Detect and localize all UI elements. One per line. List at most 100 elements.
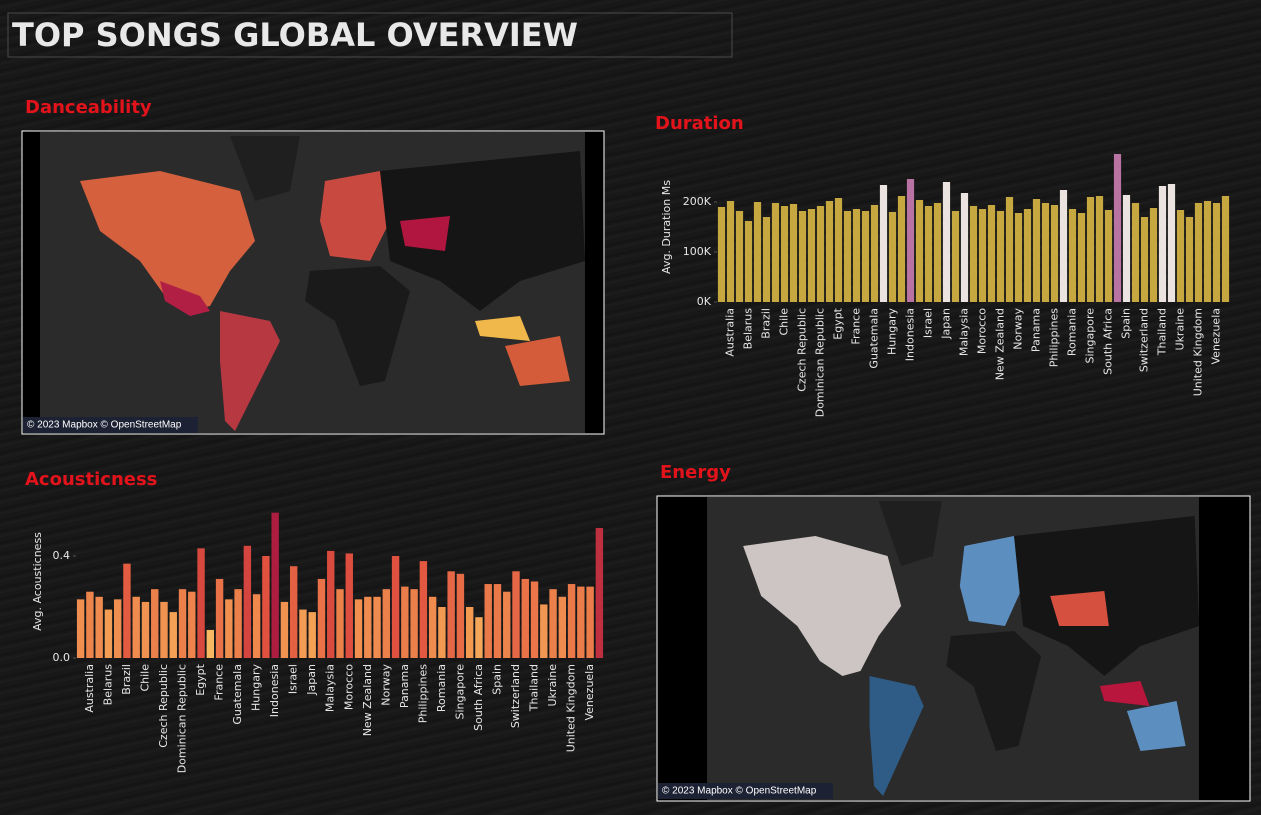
x-tick-label: Romania — [435, 664, 448, 712]
y-axis-label: Avg. Duration Ms — [660, 180, 673, 274]
bar — [456, 573, 465, 658]
x-tick-label: Hungary — [886, 308, 899, 355]
bar — [771, 203, 780, 302]
x-tick-label: Chile — [778, 308, 791, 336]
x-tick-label: Venezuela — [583, 664, 596, 721]
bar — [1005, 197, 1014, 302]
x-tick-label: Morocco — [976, 308, 989, 354]
x-tick-label: Norway — [1012, 308, 1025, 350]
x-tick-label: Romania — [1066, 308, 1079, 356]
bar — [861, 211, 870, 302]
continents — [80, 136, 585, 431]
bar — [123, 563, 131, 658]
bar — [141, 601, 150, 658]
dashboard-title: TOP SONGS GLOBAL OVERVIEW — [12, 16, 578, 54]
bar — [586, 586, 594, 658]
map-title: Energy — [660, 462, 731, 483]
x-tick-label: Brazil — [120, 664, 133, 695]
africa — [946, 631, 1042, 751]
x-tick-label: France — [850, 308, 863, 345]
bar — [280, 601, 289, 658]
x-tick-label: Norway — [379, 664, 392, 706]
x-tick-label: Hungary — [250, 664, 263, 711]
bar — [262, 556, 270, 658]
bar — [960, 193, 969, 302]
bar — [978, 209, 987, 302]
south-america — [869, 676, 924, 796]
australia — [505, 336, 570, 386]
x-tick-label: Panama — [398, 664, 411, 708]
bar — [1014, 213, 1023, 302]
bar — [825, 201, 834, 302]
x-tick-label: Egypt — [832, 307, 845, 339]
north-america — [80, 171, 255, 311]
asia — [380, 151, 585, 311]
bar — [419, 561, 428, 658]
bar — [1122, 195, 1131, 302]
bar — [1221, 196, 1230, 302]
bar — [577, 586, 585, 658]
x-tick-label: Australia — [83, 664, 96, 713]
bar — [86, 591, 94, 658]
x-tick-label: Guatemala — [868, 308, 881, 369]
bar — [215, 578, 224, 658]
bar — [299, 609, 307, 658]
x-tick-label: Philippines — [416, 664, 429, 724]
bar — [521, 578, 529, 658]
bar — [1050, 205, 1059, 302]
bar — [503, 591, 511, 658]
y-tick-label: 100K — [683, 245, 712, 258]
x-tick-label: Czech Republic — [157, 664, 170, 748]
bar — [567, 584, 576, 658]
x-tick-label: South Africa — [1102, 308, 1115, 375]
x-tick-label: Guatemala — [231, 664, 244, 725]
bar — [852, 209, 861, 302]
x-tick-label: New Zealand — [994, 308, 1007, 380]
bar — [915, 200, 924, 302]
x-tick-label: Singapore — [1084, 308, 1097, 364]
bar — [897, 196, 906, 302]
bar — [447, 571, 455, 658]
bar — [1158, 186, 1167, 302]
bar — [1059, 190, 1068, 302]
bar — [308, 612, 316, 658]
x-tick-label: Indonesia — [904, 308, 917, 361]
bar — [345, 553, 353, 658]
bar — [1077, 213, 1086, 302]
bar — [243, 545, 252, 658]
bar — [484, 584, 492, 658]
bar — [225, 599, 233, 658]
bar — [969, 206, 978, 302]
chart-title: Acousticness — [25, 469, 157, 490]
attribution: © 2023 Mapbox © OpenStreetMap — [662, 786, 817, 797]
bar — [327, 550, 335, 658]
bar — [1086, 197, 1095, 302]
bar — [924, 206, 933, 302]
bar — [780, 206, 789, 302]
greenland — [878, 501, 942, 566]
x-tick-label: Belarus — [101, 664, 114, 706]
x-tick-label: Singapore — [453, 664, 466, 720]
bar — [465, 607, 474, 658]
bar — [95, 596, 103, 658]
bar — [942, 182, 951, 302]
x-tick-label: Malaysia — [324, 664, 337, 712]
y-tick-label: 0.0 — [53, 651, 71, 664]
bar — [512, 571, 520, 658]
x-tick-label: Dominican Republic — [814, 308, 827, 417]
mexico — [160, 281, 210, 316]
map: © 2023 Mapbox © OpenStreetMap — [21, 130, 605, 435]
attribution-bg — [23, 417, 198, 433]
bar — [870, 205, 879, 302]
bar — [951, 211, 960, 302]
bar — [717, 207, 726, 302]
x-tick-label: Thailand — [528, 664, 541, 712]
australia — [1126, 701, 1186, 751]
africa — [305, 266, 410, 386]
y-tick-label: 0.4 — [53, 549, 71, 562]
bar — [1203, 201, 1212, 302]
indonesia — [475, 316, 530, 341]
europe — [959, 536, 1024, 626]
bar — [595, 527, 604, 658]
bar — [744, 221, 753, 302]
